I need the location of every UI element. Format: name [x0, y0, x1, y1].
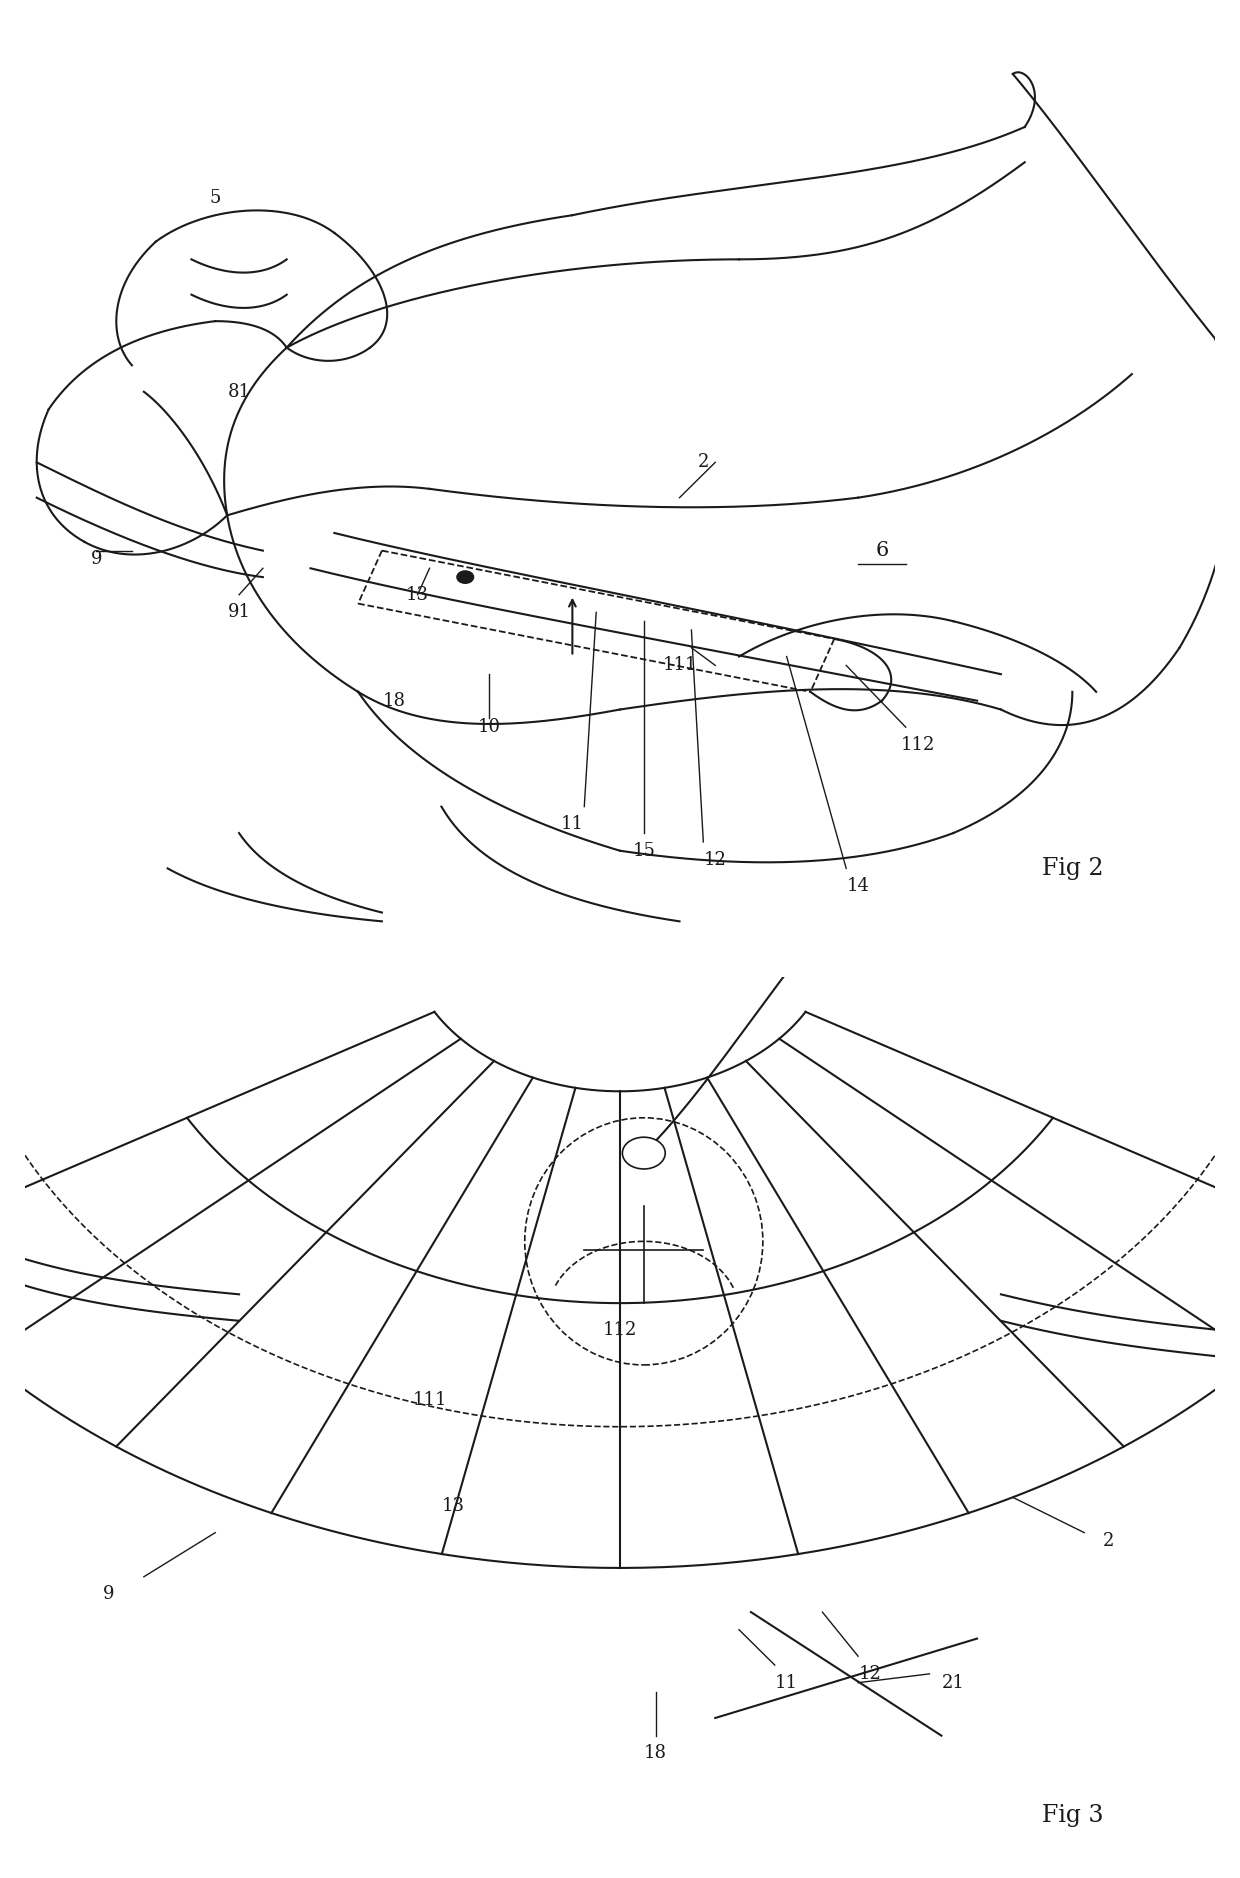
Text: 112: 112 [900, 736, 935, 753]
Text: 2: 2 [1102, 1532, 1114, 1551]
Text: 2: 2 [698, 453, 709, 471]
Text: 14: 14 [847, 877, 869, 896]
Text: 12: 12 [858, 1666, 882, 1683]
Text: 111: 111 [412, 1392, 446, 1408]
Text: 6: 6 [875, 541, 889, 560]
Text: 81: 81 [228, 383, 250, 400]
Text: 12: 12 [704, 851, 727, 868]
Text: 9: 9 [103, 1585, 114, 1604]
Circle shape [622, 1138, 665, 1168]
Text: 18: 18 [645, 1745, 667, 1762]
Text: 11: 11 [775, 1673, 799, 1692]
Circle shape [456, 571, 474, 584]
Text: 15: 15 [632, 841, 655, 860]
Text: 10: 10 [477, 717, 501, 736]
Text: 13: 13 [441, 1497, 465, 1516]
Text: 13: 13 [407, 586, 429, 603]
Text: 9: 9 [91, 550, 102, 569]
Text: 111: 111 [662, 657, 697, 674]
Text: Fig 3: Fig 3 [1042, 1803, 1104, 1827]
Text: 5: 5 [210, 188, 221, 207]
Text: 91: 91 [228, 603, 250, 622]
Text: 11: 11 [560, 815, 584, 834]
Text: 112: 112 [603, 1320, 637, 1339]
Text: 21: 21 [942, 1673, 965, 1692]
Text: 18: 18 [382, 691, 405, 710]
Text: Fig 2: Fig 2 [1042, 856, 1104, 881]
